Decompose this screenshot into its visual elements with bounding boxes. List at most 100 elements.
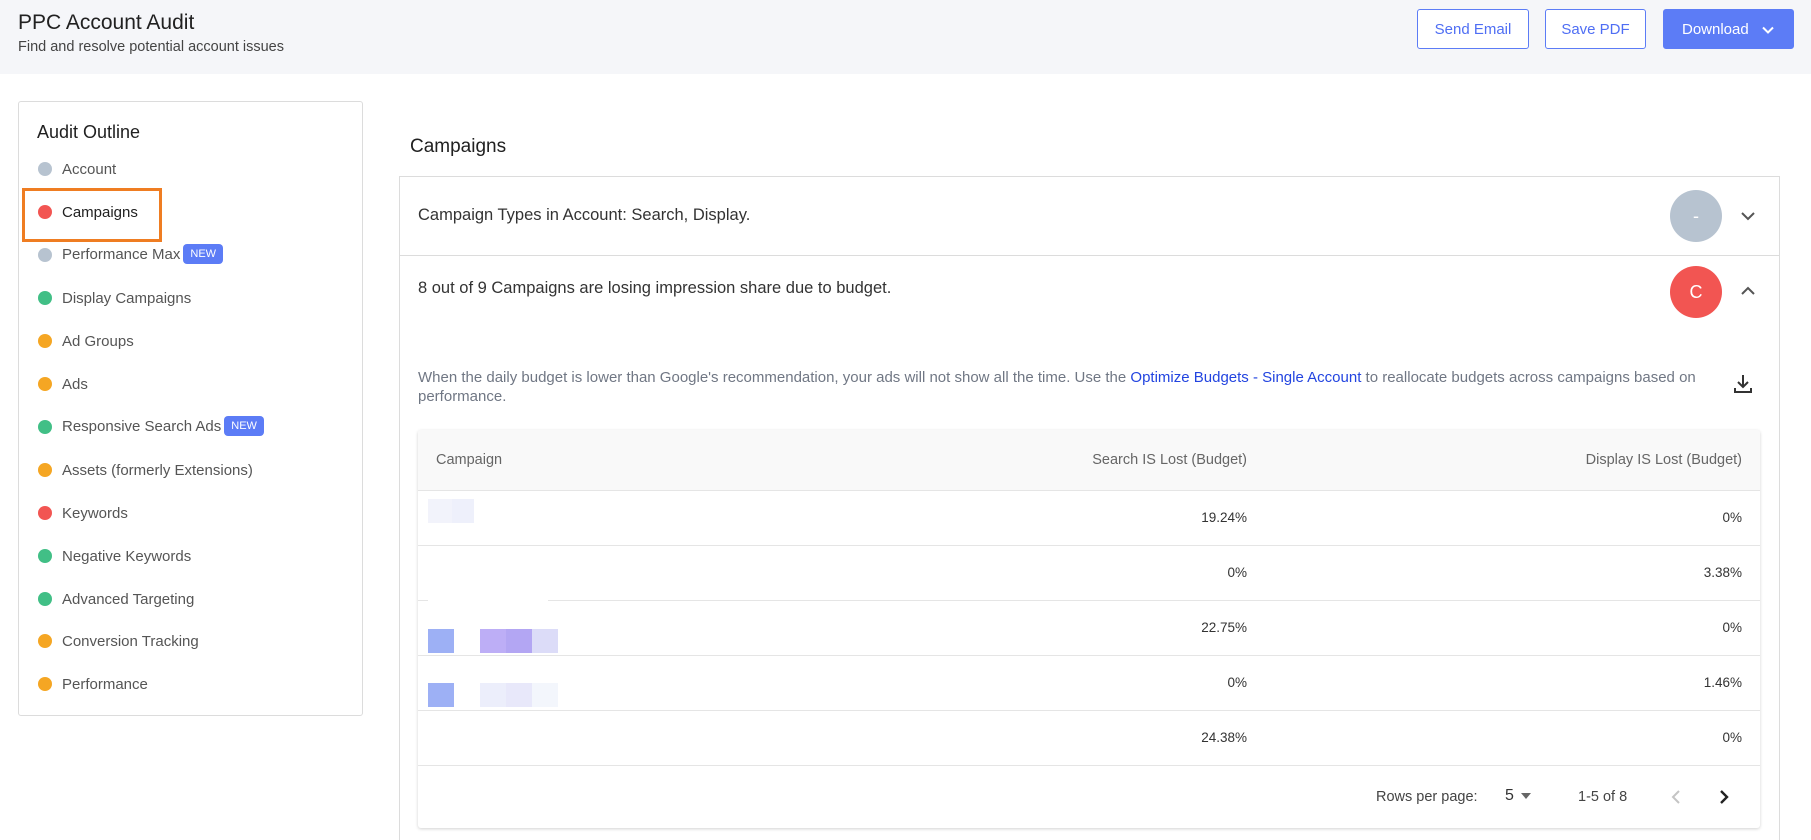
- status-dot: [38, 463, 52, 477]
- search-is-lost-value: 22.75%: [1201, 620, 1247, 635]
- status-dot: [38, 205, 52, 219]
- campaign-name-redacted: [428, 554, 558, 609]
- sidebar-item-assets[interactable]: Assets (formerly Extensions): [19, 452, 362, 488]
- save-pdf-button[interactable]: Save PDF: [1545, 9, 1646, 49]
- sidebar-item-conversion-tracking[interactable]: Conversion Tracking: [19, 623, 362, 659]
- campaign-name-redacted: [428, 609, 558, 653]
- status-dot: [38, 506, 52, 520]
- page-title: PPC Account Audit: [18, 11, 195, 34]
- sidebar-item-label: Performance: [62, 675, 148, 693]
- new-badge: NEW: [224, 416, 264, 436]
- sidebar-item-label: Ad Groups: [62, 332, 134, 350]
- campaign-name-redacted: [428, 499, 558, 539]
- status-dot: [38, 334, 52, 348]
- audit-outline-title: Audit Outline: [37, 122, 141, 142]
- grade-badge: C: [1670, 266, 1722, 318]
- status-dot: [38, 677, 52, 691]
- audit-items-panel: Campaign Types in Account: Search, Displ…: [399, 176, 1780, 840]
- campaign-name-redacted: [428, 664, 558, 707]
- section-title: Campaigns: [410, 136, 507, 157]
- table-header: Campaign Search IS Lost (Budget) Display…: [418, 430, 1760, 491]
- sidebar-item-label: Ads: [62, 375, 88, 393]
- sidebar-item-ad-groups[interactable]: Ad Groups: [19, 323, 362, 359]
- display-is-lost-value: 0%: [1722, 510, 1742, 525]
- optimize-budgets-link[interactable]: Optimize Budgets - Single Account: [1130, 369, 1362, 386]
- search-is-lost-value: 19.24%: [1201, 510, 1247, 525]
- table-row[interactable]: 0% 1.46%: [418, 656, 1760, 711]
- table-row[interactable]: 22.75% 0%: [418, 601, 1760, 656]
- status-dot: [38, 377, 52, 391]
- status-dot: [38, 162, 52, 176]
- sidebar-item-performance[interactable]: Performance: [19, 666, 362, 702]
- sidebar-item-label: Conversion Tracking: [62, 632, 199, 650]
- search-is-lost-value: 0%: [1227, 675, 1247, 690]
- sidebar-item-responsive-search-ads[interactable]: Responsive Search Ads NEW: [19, 409, 362, 445]
- sidebar-item-label: Advanced Targeting: [62, 590, 195, 608]
- page-header: PPC Account Audit Find and resolve poten…: [0, 0, 1811, 74]
- display-is-lost-value: 1.46%: [1703, 675, 1742, 690]
- sidebar-item-display-campaigns[interactable]: Display Campaigns: [19, 280, 362, 316]
- sidebar-item-label: Responsive Search Ads: [62, 417, 222, 435]
- chevron-down-icon[interactable]: [1736, 204, 1760, 228]
- status-dot: [38, 291, 52, 305]
- table-row[interactable]: 0% 3.38%: [418, 546, 1760, 609]
- column-header-campaign[interactable]: Campaign: [436, 452, 503, 468]
- audit-item-description: When the daily budget is lower than Goog…: [418, 368, 1708, 406]
- status-dot: [38, 549, 52, 563]
- rows-per-page-select[interactable]: 5: [1505, 787, 1532, 805]
- campaigns-table: Campaign Search IS Lost (Budget) Display…: [418, 430, 1760, 828]
- sidebar-item-keywords[interactable]: Keywords: [19, 495, 362, 531]
- description-text: to reallocate budgets across campaigns b…: [418, 369, 1696, 405]
- status-dot: [38, 592, 52, 606]
- sidebar-item-campaigns[interactable]: Campaigns: [19, 194, 362, 230]
- display-is-lost-value: 3.38%: [1703, 565, 1742, 580]
- new-badge: NEW: [183, 244, 224, 264]
- sidebar-item-label: Display Campaigns: [62, 289, 192, 307]
- chevron-right-icon[interactable]: [1710, 783, 1738, 811]
- search-is-lost-value: 0%: [1227, 565, 1247, 580]
- sidebar-item-label-wrap: Responsive Search Ads NEW: [62, 416, 264, 437]
- sidebar-item-label: Performance Max: [62, 245, 181, 263]
- sidebar-item-label: Assets (formerly Extensions): [62, 461, 253, 479]
- audit-item-text: Campaign Types in Account: Search, Displ…: [418, 206, 751, 224]
- download-button[interactable]: Download: [1663, 9, 1794, 49]
- sidebar-item-negative-keywords[interactable]: Negative Keywords: [19, 538, 362, 574]
- audit-item-text: 8 out of 9 Campaigns are losing impressi…: [418, 279, 892, 297]
- sidebar-item-label: Campaigns: [62, 203, 138, 221]
- column-header-search-is-lost[interactable]: Search IS Lost (Budget): [1092, 452, 1247, 468]
- pagination-range: 1-5 of 8: [1578, 789, 1628, 805]
- status-dot: [38, 634, 52, 648]
- sidebar-item-account[interactable]: Account: [19, 151, 362, 187]
- column-header-display-is-lost[interactable]: Display IS Lost (Budget): [1585, 452, 1742, 468]
- status-dot: [38, 248, 52, 262]
- download-icon[interactable]: [1730, 371, 1756, 397]
- chevron-down-icon: [1762, 26, 1774, 34]
- display-is-lost-value: 0%: [1722, 620, 1742, 635]
- sidebar-item-ads[interactable]: Ads: [19, 366, 362, 402]
- sidebar-item-label: Keywords: [62, 504, 128, 522]
- sidebar-item-performance-max[interactable]: Performance Max NEW: [19, 237, 362, 273]
- page-subtitle: Find and resolve potential account issue…: [18, 39, 284, 55]
- description-text: When the daily budget is lower than Goog…: [418, 369, 1131, 386]
- table-row[interactable]: 19.24% 0%: [418, 491, 1760, 546]
- sidebar-item-label: Account: [62, 160, 117, 178]
- rows-per-page-value: 5: [1505, 787, 1514, 804]
- chevron-up-icon[interactable]: [1736, 279, 1760, 303]
- rows-per-page-label: Rows per page:: [1376, 789, 1478, 805]
- sidebar-item-advanced-targeting[interactable]: Advanced Targeting: [19, 581, 362, 617]
- highlight-box: [22, 188, 162, 242]
- send-email-button[interactable]: Send Email: [1417, 9, 1529, 49]
- audit-item-impression-share: 8 out of 9 Campaigns are losing impressi…: [400, 257, 1779, 840]
- table-row[interactable]: 24.38% 0%: [418, 711, 1760, 766]
- search-is-lost-value: 24.38%: [1201, 730, 1247, 745]
- display-is-lost-value: 0%: [1722, 730, 1742, 745]
- table-pagination: Rows per page: 5 1-5 of 8: [418, 766, 1760, 828]
- caret-down-icon: [1520, 793, 1531, 799]
- sidebar-item-label-wrap: Performance Max NEW: [62, 244, 224, 265]
- audit-outline-panel: Audit Outline Account Campaigns Performa…: [18, 101, 363, 716]
- download-button-label: Download: [1682, 20, 1749, 38]
- sidebar-item-label: Negative Keywords: [62, 547, 192, 565]
- chevron-left-icon[interactable]: [1662, 783, 1690, 811]
- audit-item-campaign-types[interactable]: Campaign Types in Account: Search, Displ…: [400, 177, 1779, 256]
- grade-badge: -: [1670, 190, 1722, 242]
